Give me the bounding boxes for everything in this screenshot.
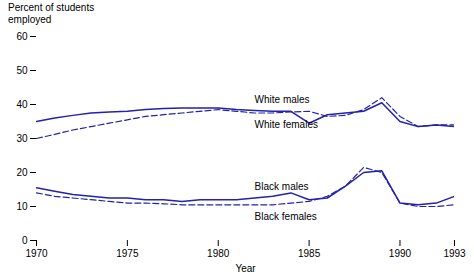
svg-text:White males: White males [255,94,310,105]
svg-text:1975: 1975 [116,248,139,259]
svg-text:1980: 1980 [207,248,230,259]
svg-text:Black females: Black females [255,211,317,222]
svg-text:0: 0 [22,235,28,246]
svg-text:Year: Year [235,263,256,274]
svg-text:40: 40 [16,99,28,110]
svg-text:50: 50 [16,65,28,76]
svg-text:1970: 1970 [25,248,48,259]
svg-text:1985: 1985 [298,248,321,259]
svg-text:1993: 1993 [443,248,466,259]
svg-text:White females: White females [255,119,318,130]
svg-text:30: 30 [16,133,28,144]
svg-text:Black males: Black males [255,181,309,192]
svg-text:20: 20 [16,167,28,178]
html-text:Percent of students employed: Percent of students employed [8,2,95,25]
svg-text:60: 60 [16,31,28,42]
svg-text:10: 10 [16,201,28,212]
svg-text:1990: 1990 [389,248,412,259]
